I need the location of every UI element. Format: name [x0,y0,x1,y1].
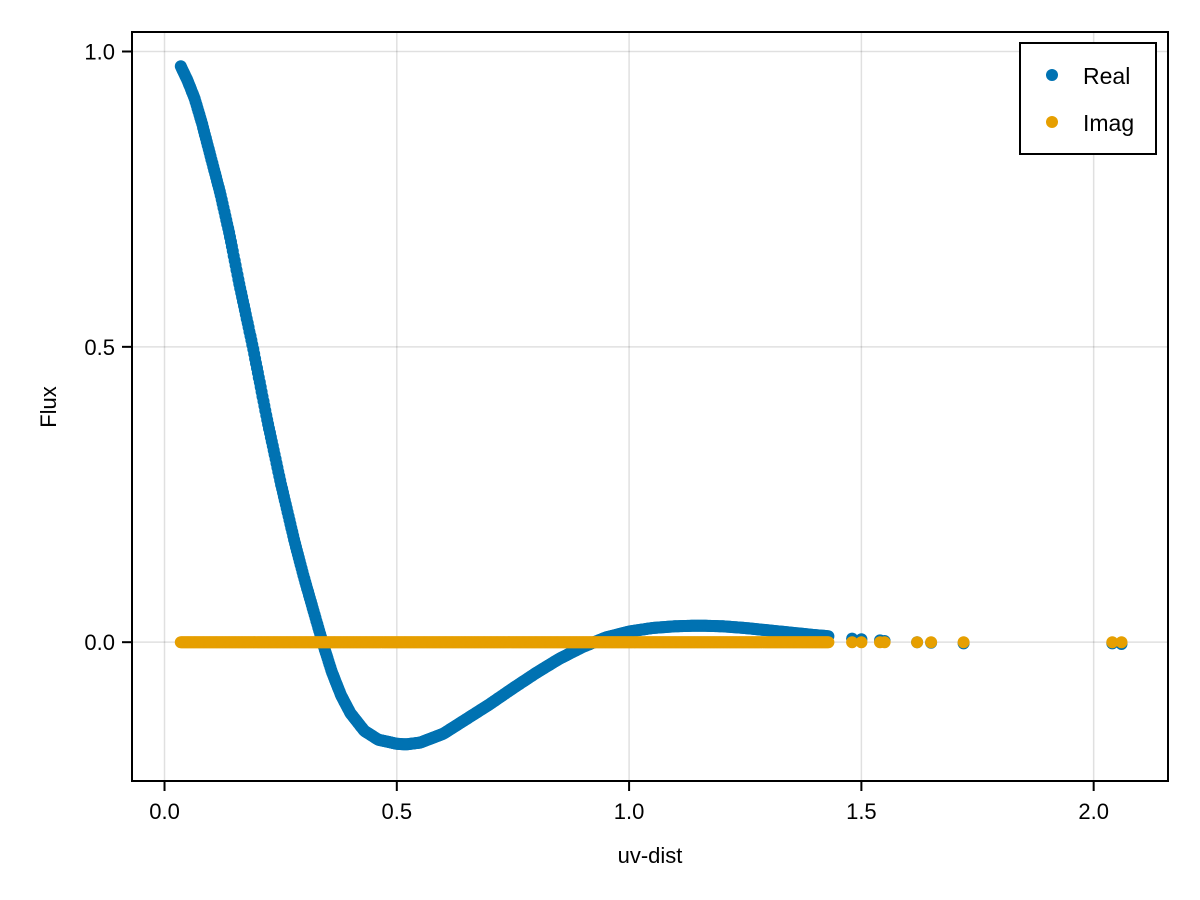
legend: Real Imag [1019,42,1157,155]
data-point [911,636,924,649]
x-tick-label: 2.0 [1078,799,1109,824]
data-point [957,636,970,649]
x-tick-label: 1.5 [846,799,877,824]
legend-label-real: Real [1083,63,1130,89]
x-tick-label: 0.5 [382,799,413,824]
x-axis-ticks: 0.0 0.5 1.0 1.5 2.0 [149,781,1109,824]
legend-box [1019,42,1157,155]
data-point [846,636,859,649]
x-tick-label: 1.0 [614,799,645,824]
y-axis-label: Flux [36,386,61,428]
data-point [855,636,868,649]
plot-frame [131,31,1169,782]
y-tick-label: 1.0 [84,39,115,64]
legend-marker-real [1046,69,1058,81]
y-tick-label: 0.0 [84,630,115,655]
data-point [925,636,938,649]
series-imag-points [174,636,1128,649]
y-axis-ticks: 0.0 0.5 1.0 [84,39,132,655]
x-axis-label: uv-dist [618,843,683,868]
data-point [822,636,835,649]
data-point [878,636,891,649]
data-point [1115,636,1128,649]
legend-marker-imag [1046,116,1058,128]
x-tick-label: 0.0 [149,799,180,824]
data-point [1106,636,1119,649]
y-tick-label: 0.5 [84,335,115,360]
legend-label-imag: Imag [1083,110,1134,136]
